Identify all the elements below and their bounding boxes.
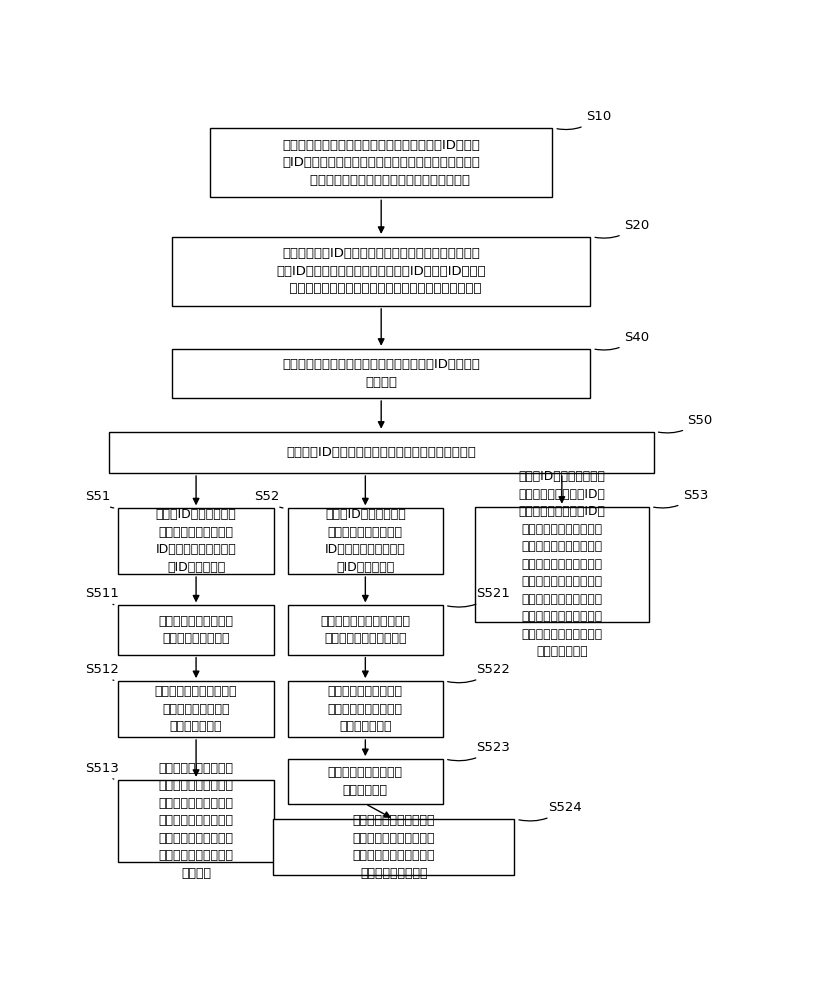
FancyBboxPatch shape <box>210 128 552 197</box>
Text: S513: S513 <box>85 762 119 779</box>
Text: 当所述ID码的防伪码类型
为内码时，判断所述ID码
与验证密码中加密的ID码
是否对应，若是对应，发
送对应的商品相关信息和
所有历史查询验证过该商
品防伪码的: 当所述ID码的防伪码类型 为内码时，判断所述ID码 与验证密码中加密的ID码 是… <box>519 470 605 658</box>
Text: S512: S512 <box>85 663 119 680</box>
Text: 分配给每一个商品一至三个不同防伪码类型的ID码，所
述ID码由防伪码类型的编码、厂商标识编码及商品编码
    组成，所述防伪码类型包括明码、暗码及内码: 分配给每一个商品一至三个不同防伪码类型的ID码，所 述ID码由防伪码类型的编码、… <box>282 139 480 187</box>
FancyBboxPatch shape <box>474 507 649 622</box>
Text: S50: S50 <box>658 414 712 433</box>
Text: 若是第一次接收该暗码
的验证信息，判断该商
品上是否有内码: 若是第一次接收该暗码 的验证信息，判断该商 品上是否有内码 <box>328 685 402 733</box>
FancyBboxPatch shape <box>288 605 443 655</box>
Text: S40: S40 <box>595 331 649 350</box>
Text: 分配给每一个ID码对应的一个验证密码，所述验证密码
由该ID码加密后形成的字符串或对该ID码、该ID码的生
  产时间及至少一个随机值进行组合加密后形成的字符串: 分配给每一个ID码对应的一个验证密码，所述验证密码 由该ID码加密后形成的字符串… <box>276 247 486 295</box>
Text: S523: S523 <box>447 741 510 761</box>
Text: S521: S521 <box>447 587 510 607</box>
Text: 若商品上有内码或暗码，
判断所述内码或暗码
是否进行过验证: 若商品上有内码或暗码， 判断所述内码或暗码 是否进行过验证 <box>155 685 237 733</box>
FancyBboxPatch shape <box>119 780 274 862</box>
Text: S524: S524 <box>519 801 582 821</box>
Text: S20: S20 <box>595 219 649 238</box>
FancyBboxPatch shape <box>119 508 274 574</box>
FancyBboxPatch shape <box>119 681 274 737</box>
Text: S53: S53 <box>654 489 708 508</box>
Text: 当所述ID码的防伪码类
型为明码时，判断所述
ID码与验证密码中加密
的ID码是否对应: 当所述ID码的防伪码类 型为明码时，判断所述 ID码与验证密码中加密 的ID码是… <box>155 508 236 574</box>
Text: 判断所述ID码的防伪码类型是否为明码、暗码或内码: 判断所述ID码的防伪码类型是否为明码、暗码或内码 <box>286 446 476 459</box>
Text: S511: S511 <box>85 587 119 605</box>
FancyBboxPatch shape <box>172 349 591 398</box>
Text: 接收防伪码信息，所述防伪码信息包括所述ID码和所述
验证密码: 接收防伪码信息，所述防伪码信息包括所述ID码和所述 验证密码 <box>282 358 480 389</box>
Text: 若没有验证，发送对应
的商品相关信息和所有
历史查询验证过该商品
防伪码的客户端信息给
本次查询的客户端，并
记录本次查询验证的客
户端信息: 若没有验证，发送对应 的商品相关信息和所有 历史查询验证过该商品 防伪码的客户端… <box>159 762 234 880</box>
FancyBboxPatch shape <box>109 432 654 473</box>
Text: S51: S51 <box>85 490 114 508</box>
Text: 若没有验证，发送对应的
商品相关信息给本次查询
的客户端，并记录本次查
询验证的客户端信息: 若没有验证，发送对应的 商品相关信息给本次查询 的客户端，并记录本次查 询验证的… <box>353 814 435 880</box>
FancyBboxPatch shape <box>273 819 515 875</box>
FancyBboxPatch shape <box>288 681 443 737</box>
FancyBboxPatch shape <box>119 605 274 655</box>
Text: 当所述ID码的防伪码类
型为暗码时，判断所述
ID码与验证密码中加密
的ID码是否对应: 当所述ID码的防伪码类 型为暗码时，判断所述 ID码与验证密码中加密 的ID码是… <box>325 508 406 574</box>
Text: S522: S522 <box>447 663 510 683</box>
Text: S10: S10 <box>557 110 611 130</box>
FancyBboxPatch shape <box>288 508 443 574</box>
Text: 若是对应，判断该商品
上是否有内码或暗码: 若是对应，判断该商品 上是否有内码或暗码 <box>159 615 234 645</box>
Text: S52: S52 <box>254 490 283 508</box>
Text: 若有内码，判断内码是
否进行过验证: 若有内码，判断内码是 否进行过验证 <box>328 766 402 797</box>
FancyBboxPatch shape <box>288 759 443 804</box>
Text: 若是对应，判断是否为第一
次接收该暗码的验证信息: 若是对应，判断是否为第一 次接收该暗码的验证信息 <box>321 615 411 645</box>
FancyBboxPatch shape <box>172 237 591 306</box>
